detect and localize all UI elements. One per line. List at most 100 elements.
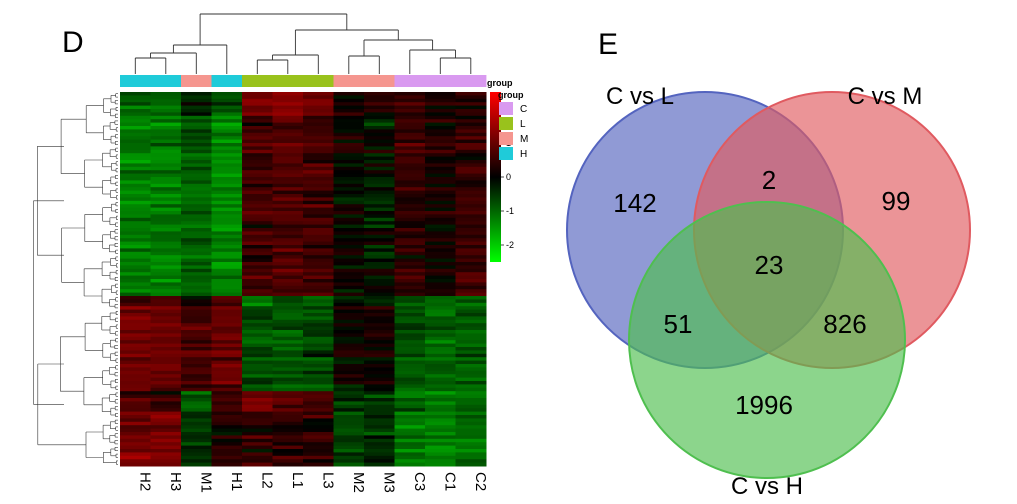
- group-bar-segment: [425, 75, 456, 87]
- heatmap-cell: [242, 452, 273, 457]
- heatmap-cell: [272, 296, 304, 300]
- heatmap-cell: [333, 115, 365, 120]
- heatmap-cell: [455, 370, 487, 375]
- heatmap-cell: [333, 200, 365, 205]
- heatmap-cell: [364, 282, 395, 287]
- heatmap-cell: [272, 95, 304, 100]
- heatmap-cell: [272, 333, 304, 338]
- heatmap-cell: [211, 336, 243, 341]
- heatmap-cell: [150, 428, 182, 433]
- heatmap-cell: [242, 102, 273, 107]
- heatmap-cell: [211, 95, 243, 100]
- heatmap-cell: [455, 296, 487, 300]
- heatmap-cell: [181, 98, 212, 103]
- heatmap-cell: [150, 115, 182, 120]
- heatmap-cell: [120, 350, 151, 355]
- heatmap-cell: [211, 166, 243, 171]
- heatmap-cell: [211, 200, 243, 205]
- heatmap-cell: [333, 95, 365, 100]
- heatmap-cell: [120, 255, 151, 260]
- heatmap-cell: [394, 421, 426, 426]
- heatmap-cell: [211, 435, 243, 440]
- heatmap-cell: [394, 102, 426, 107]
- heatmap-cells: [120, 92, 487, 467]
- heatmap-cell: [425, 194, 456, 198]
- heatmap-cell: [455, 275, 487, 280]
- heatmap-cell: [242, 190, 273, 195]
- heatmap-cell: [272, 398, 304, 402]
- heatmap-cell: [242, 115, 273, 120]
- heatmap-cell: [242, 163, 273, 168]
- heatmap-cell: [364, 438, 395, 443]
- heatmap-cell: [394, 350, 426, 355]
- heatmap-cell: [364, 92, 395, 96]
- heatmap-cell: [455, 149, 487, 154]
- heatmap-cell: [303, 296, 334, 300]
- heatmap-cell: [303, 207, 334, 212]
- heatmap-cell: [425, 292, 456, 297]
- heatmap-cell: [211, 234, 243, 239]
- heatmap-cell: [272, 313, 304, 317]
- heatmap-cell: [242, 95, 273, 100]
- heatmap-cell: [394, 173, 426, 178]
- heatmap-cell: [333, 428, 365, 433]
- heatmap-cell: [181, 292, 212, 297]
- heatmap-cell: [242, 241, 273, 246]
- heatmap-cell: [425, 204, 456, 209]
- heatmap-cell: [455, 173, 487, 178]
- row-dendrogram: [33, 93, 118, 465]
- heatmap-cell: [181, 462, 212, 467]
- heatmap-cell: [303, 139, 334, 144]
- heatmap-cell: [211, 194, 243, 198]
- heatmap-cell: [181, 347, 212, 351]
- heatmap-cell: [272, 173, 304, 178]
- heatmap-cell: [181, 445, 212, 450]
- heatmap-cell: [394, 357, 426, 362]
- heatmap-cell: [242, 166, 273, 171]
- heatmap-cell: [150, 462, 182, 467]
- heatmap-cell: [303, 95, 334, 100]
- heatmap-cell: [150, 418, 182, 423]
- heatmap-cell: [120, 394, 151, 399]
- heatmap-cell: [181, 272, 212, 277]
- heatmap-cell: [455, 421, 487, 426]
- heatmap-cell: [394, 353, 426, 358]
- heatmap-cell: [272, 187, 304, 192]
- color-scale-bar: [490, 92, 501, 262]
- heatmap-cell: [242, 129, 273, 134]
- heatmap-cell: [150, 149, 182, 154]
- heatmap-cell: [211, 353, 243, 358]
- heatmap-cell: [425, 285, 456, 290]
- heatmap-cell: [120, 143, 151, 147]
- group-bar-segment: [364, 75, 395, 87]
- heatmap-cell: [455, 313, 487, 317]
- heatmap-cell: [394, 398, 426, 402]
- heatmap-cell: [272, 360, 304, 365]
- heatmap-cell: [150, 112, 182, 117]
- heatmap-cell: [272, 119, 304, 124]
- heatmap-cell: [455, 282, 487, 287]
- venn-region-count: 2: [762, 165, 776, 195]
- heatmap-cell: [303, 136, 334, 141]
- heatmap-cell: [150, 221, 182, 226]
- heatmap-cell: [211, 258, 243, 263]
- heatmap-cell: [394, 381, 426, 385]
- heatmap-cell: [333, 170, 365, 175]
- heatmap-cell: [272, 115, 304, 120]
- heatmap-cell: [242, 251, 273, 256]
- heatmap-cell: [181, 231, 212, 236]
- heatmap-cell: [455, 384, 487, 389]
- heatmap-cell: [394, 306, 426, 311]
- heatmap-cell: [120, 109, 151, 113]
- heatmap-cell: [150, 459, 182, 464]
- heatmap-cell: [242, 404, 273, 409]
- heatmap-cell: [364, 445, 395, 450]
- heatmap-cell: [242, 313, 273, 317]
- heatmap-cell: [211, 156, 243, 161]
- heatmap-cell: [455, 177, 487, 181]
- heatmap-cell: [211, 268, 243, 273]
- heatmap-cell: [150, 194, 182, 198]
- column-label: C3: [411, 472, 428, 491]
- heatmap-cell: [364, 146, 395, 151]
- heatmap-cell: [272, 394, 304, 399]
